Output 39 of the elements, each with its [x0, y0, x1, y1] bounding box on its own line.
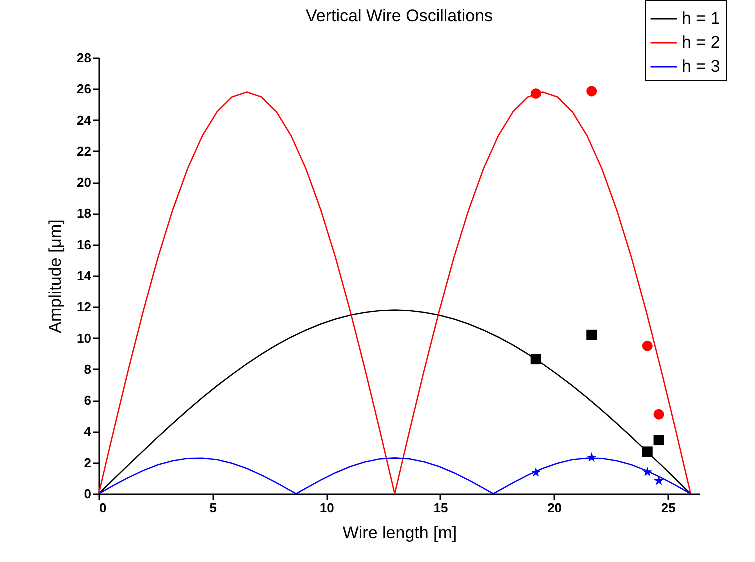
y-axis-title: Amplitude [μm]: [46, 220, 66, 334]
x-axis-title: Wire length [m]: [342, 524, 458, 542]
y-tick-label: 18: [77, 206, 92, 222]
y-tick-label: 28: [77, 50, 92, 66]
x-tick-label: 5: [210, 500, 217, 516]
y-tick-label: 26: [77, 82, 92, 97]
point: [654, 409, 664, 420]
legend-label: h = 1: [682, 9, 720, 28]
y-tick-label: 14: [77, 268, 92, 284]
point: [654, 435, 664, 446]
y-tick-label: 4: [84, 424, 92, 440]
y-tick-label: 16: [77, 237, 92, 252]
y-tick-label: 8: [84, 362, 92, 377]
x-tick-label: 25: [661, 500, 676, 516]
x-tick-label: 20: [548, 500, 562, 516]
chart-title: Vertical Wire Oscillations: [306, 6, 494, 26]
x-tick-label: 0: [100, 500, 107, 516]
point: [642, 340, 653, 352]
point: [531, 467, 542, 477]
y-tick-label: 0: [84, 486, 92, 502]
legend-label: h = 2: [682, 33, 720, 52]
x-tick-label: 10: [320, 500, 334, 516]
point: [586, 330, 598, 340]
x-tick-label: 15: [434, 500, 448, 516]
y-tick-label: 12: [77, 300, 92, 315]
point: [586, 452, 597, 462]
point: [530, 354, 542, 365]
point: [654, 476, 664, 486]
y-tick-label: 22: [77, 144, 92, 159]
y-tick-label: 6: [84, 393, 92, 408]
y-tick-label: 20: [77, 175, 92, 190]
point: [586, 86, 598, 97]
y-tick-label: 24: [77, 112, 92, 128]
legend-label: h = 3: [682, 57, 720, 76]
point: [642, 466, 653, 476]
point: [530, 88, 542, 100]
y-tick-label: 10: [77, 330, 92, 346]
point: [642, 446, 653, 458]
y-tick-label: 2: [84, 455, 92, 470]
